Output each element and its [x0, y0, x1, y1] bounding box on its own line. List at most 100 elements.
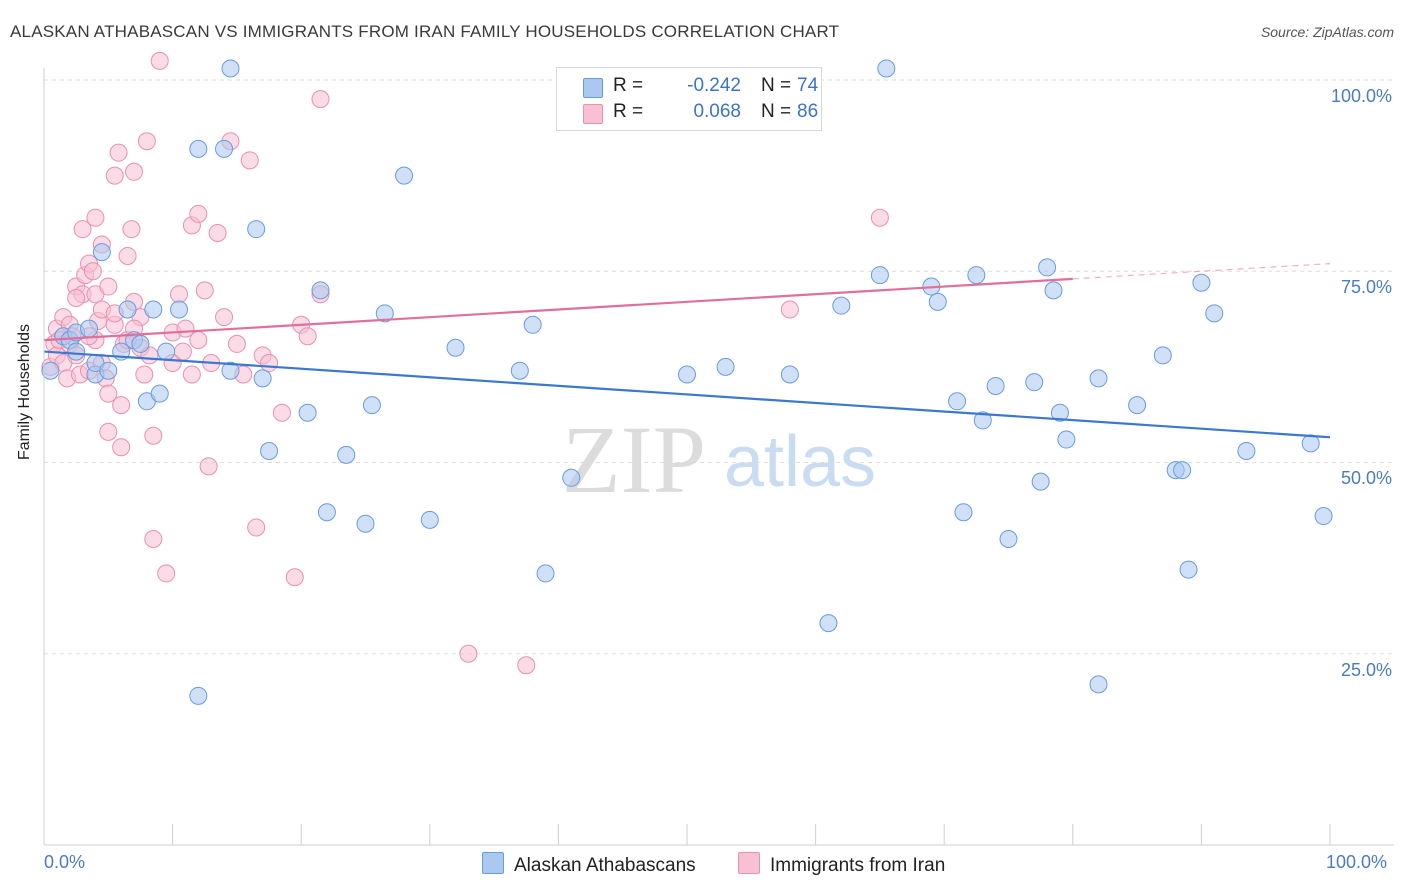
point-alaskan-athabascans [356, 514, 375, 533]
point-alaskan-athabascans [260, 442, 279, 461]
point-immigrants-from-iran [135, 365, 154, 384]
point-alaskan-athabascans [1128, 396, 1147, 415]
legend-swatch-pink [583, 104, 603, 124]
point-alaskan-athabascans [1044, 281, 1063, 300]
y-tick-50: 50.0% [1340, 468, 1392, 488]
point-alaskan-athabascans [536, 564, 555, 583]
legend-n-label: N = [761, 101, 792, 122]
legend-r-value: 0.068 [693, 101, 741, 122]
source-credit: Source: ZipAtlas.com [1260, 24, 1394, 40]
correlation-legend: R = -0.242 N = 74 R = 0.068 N = 86 [556, 67, 822, 131]
point-immigrants-from-iran [109, 143, 128, 162]
point-alaskan-athabascans [716, 357, 735, 376]
bottom-legend-swatch-blue [482, 852, 504, 874]
point-alaskan-athabascans [1192, 273, 1211, 292]
point-immigrants-from-iran [170, 285, 189, 304]
point-alaskan-athabascans [189, 686, 208, 705]
point-alaskan-athabascans [80, 319, 99, 338]
point-immigrants-from-iran [118, 246, 137, 265]
point-alaskan-athabascans [170, 300, 189, 319]
point-alaskan-athabascans [67, 342, 86, 361]
point-alaskan-athabascans [1179, 560, 1198, 579]
point-alaskan-athabascans [780, 365, 799, 384]
point-immigrants-from-iran [86, 208, 105, 227]
point-alaskan-athabascans [395, 166, 414, 185]
point-alaskan-athabascans [446, 338, 465, 357]
point-alaskan-athabascans [1025, 373, 1044, 392]
y-tick-75: 75.0% [1340, 277, 1392, 297]
point-alaskan-athabascans [678, 365, 696, 384]
point-immigrants-from-iran [215, 308, 234, 327]
point-alaskan-athabascans [999, 530, 1018, 548]
point-alaskan-athabascans [247, 220, 266, 239]
point-immigrants-from-iran [285, 568, 304, 587]
point-immigrants-from-iran [517, 656, 536, 675]
point-immigrants-from-iran [112, 396, 131, 415]
data-points [41, 51, 1333, 705]
point-immigrants-from-iran [260, 354, 279, 373]
legend-n-value: 74 [797, 75, 819, 96]
point-immigrants-from-iran [189, 331, 208, 350]
point-alaskan-athabascans [510, 361, 529, 380]
legend-r-value: -0.242 [687, 75, 741, 96]
point-immigrants-from-iran [67, 289, 86, 308]
y-axis-label: Family Households [16, 323, 33, 460]
trend-extension-immigrants-from-iran [1072, 263, 1331, 280]
point-alaskan-athabascans [157, 342, 176, 361]
point-alaskan-athabascans [253, 369, 272, 388]
point-alaskan-athabascans [1173, 461, 1192, 480]
point-immigrants-from-iran [173, 342, 192, 361]
point-alaskan-athabascans [1314, 507, 1333, 526]
y-tick-25: 25.0% [1340, 660, 1392, 680]
point-alaskan-athabascans [523, 315, 542, 334]
point-immigrants-from-iran [137, 132, 156, 151]
point-alaskan-athabascans [99, 361, 118, 380]
point-immigrants-from-iran [122, 220, 141, 239]
x-tick-right: 100.0% [1326, 852, 1388, 872]
point-immigrants-from-iran [99, 277, 118, 296]
point-alaskan-athabascans [420, 510, 439, 529]
point-alaskan-athabascans [973, 411, 992, 430]
y-tick-100: 100.0% [1330, 86, 1392, 106]
watermark: ZIP atlas [562, 406, 876, 513]
trend-lines [43, 263, 1331, 439]
point-alaskan-athabascans [221, 59, 240, 78]
point-alaskan-athabascans [375, 304, 394, 323]
trend-line-immigrants-from-iran [43, 277, 1073, 342]
point-alaskan-athabascans [317, 503, 336, 522]
point-alaskan-athabascans [189, 139, 208, 158]
x-tick-left: 0.0% [44, 852, 86, 872]
legend-swatch-blue [583, 78, 603, 98]
point-alaskan-athabascans [1050, 403, 1069, 422]
point-alaskan-athabascans [215, 139, 234, 158]
point-alaskan-athabascans [1038, 258, 1057, 277]
point-immigrants-from-iran [157, 564, 176, 583]
point-immigrants-from-iran [182, 365, 201, 384]
point-alaskan-athabascans [1057, 430, 1076, 449]
point-immigrants-from-iran [99, 422, 118, 441]
point-immigrants-from-iran [144, 426, 163, 445]
legend-r-label: R = [613, 75, 644, 96]
point-immigrants-from-iran [780, 300, 799, 319]
point-alaskan-athabascans [967, 266, 986, 285]
point-immigrants-from-iran [870, 208, 889, 227]
point-immigrants-from-iran [112, 438, 131, 457]
point-alaskan-athabascans [221, 361, 240, 380]
point-alaskan-athabascans [877, 59, 896, 78]
trend-line-alaskan-athabascans [43, 350, 1331, 439]
point-alaskan-athabascans [954, 503, 973, 522]
point-alaskan-athabascans [337, 445, 356, 464]
point-immigrants-from-iran [459, 644, 478, 663]
bottom-legend-label-pink: Immigrants from Iran [770, 855, 946, 876]
watermark-zip: ZIP [562, 406, 706, 513]
point-alaskan-athabascans [131, 334, 150, 353]
point-alaskan-athabascans [1031, 472, 1050, 491]
point-immigrants-from-iran [150, 51, 169, 70]
point-immigrants-from-iran [247, 518, 266, 537]
point-immigrants-from-iran [298, 327, 317, 346]
point-alaskan-athabascans [1089, 675, 1108, 694]
point-immigrants-from-iran [73, 220, 92, 239]
point-alaskan-athabascans [562, 468, 581, 487]
point-immigrants-from-iran [105, 166, 124, 185]
